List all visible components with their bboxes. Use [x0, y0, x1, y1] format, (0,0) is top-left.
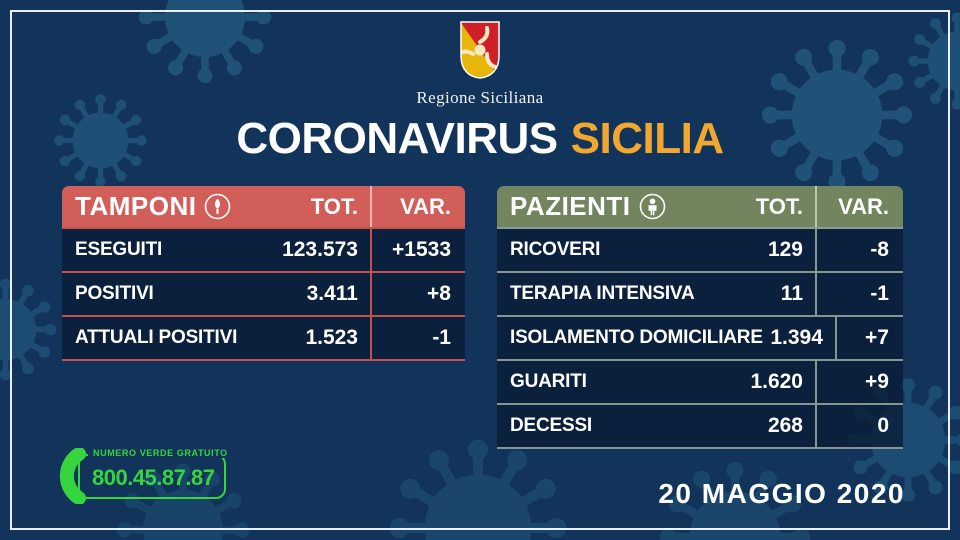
row-label: TERAPIA INTENSIVA — [510, 283, 695, 304]
report-date: 20 MAGGIO 2020 — [658, 478, 905, 509]
row-variation: +1533 — [370, 229, 465, 271]
page-title: CORONAVIRUS SICILIA — [0, 114, 960, 164]
row-label: ISOLAMENTO DOMICILIARE — [510, 327, 763, 348]
swab-icon — [204, 193, 231, 220]
row-variation: -1 — [815, 273, 903, 315]
row-variation: +9 — [815, 361, 903, 403]
table-row: POSITIVI 3.411 +8 — [62, 273, 465, 317]
row-total: 129 — [767, 238, 803, 261]
row-label: RICOVERI — [510, 239, 601, 260]
table-row: RICOVERI 129 -8 — [497, 229, 903, 273]
table-row: DECESSI 268 0 — [497, 405, 903, 449]
row-variation: -1 — [370, 317, 465, 359]
row-total: 11 — [780, 282, 803, 305]
tamponi-table: TAMPONI TOT. VAR. ESEGUITI 123.573 +1533… — [62, 186, 465, 361]
virus-icon — [0, 272, 63, 387]
tamponi-col-var: VAR. — [370, 186, 465, 227]
table-row: TERAPIA INTENSIVA 11 -1 — [497, 273, 903, 317]
region-name: Regione Siciliana — [416, 88, 544, 107]
tamponi-rows: ESEGUITI 123.573 +1533 POSITIVI 3.411 +8… — [62, 227, 465, 361]
row-variation: +8 — [370, 273, 465, 315]
row-total: 3.411 — [306, 282, 358, 305]
table-row: GUARITI 1.620 +9 — [497, 361, 903, 405]
pazienti-table-header: PAZIENTI TOT. VAR. — [497, 186, 903, 227]
row-total: 1.394 — [770, 326, 823, 349]
row-total: 1.523 — [305, 326, 358, 349]
hotline-label: NUMERO VERDE GRATUITO — [88, 447, 233, 458]
row-label: DECESSI — [510, 415, 593, 436]
row-label: ESEGUITI — [75, 239, 163, 260]
tamponi-table-header: TAMPONI TOT. VAR. — [62, 186, 465, 227]
phone-icon — [59, 448, 86, 504]
hotline-number-box: NUMERO VERDE GRATUITO 800.45.87.87 — [78, 447, 233, 499]
patient-icon — [639, 193, 666, 220]
pazienti-table: PAZIENTI TOT. VAR. RICOVERI 129 -8 TERAP… — [497, 186, 903, 449]
row-label: GUARITI — [510, 371, 587, 392]
pazienti-col-tot: TOT. — [755, 193, 803, 219]
table-row: ATTUALI POSITIVI 1.523 -1 — [62, 317, 465, 361]
trinacria-shield-logo — [460, 21, 500, 79]
pazienti-col-var: VAR. — [815, 186, 903, 227]
hotline-block: NUMERO VERDE GRATUITO 800.45.87.87 — [56, 447, 233, 504]
page-title-main: CORONAVIRUS — [236, 114, 558, 163]
row-label: ATTUALI POSITIVI — [75, 327, 238, 348]
hotline-number: 800.45.87.87 — [92, 464, 215, 490]
region-logo: Regione Siciliana — [0, 20, 960, 108]
row-total: 268 — [767, 414, 803, 437]
row-variation: 0 — [815, 405, 903, 447]
tamponi-table-title: TAMPONI — [75, 191, 197, 221]
row-total: 1.620 — [750, 370, 803, 393]
table-row: ISOLAMENTO DOMICILIARE 1.394 +7 — [497, 317, 903, 361]
page-title-highlight: SICILIA — [570, 114, 724, 163]
row-total: 123.573 — [282, 238, 358, 261]
tamponi-col-tot: TOT. — [310, 193, 358, 219]
row-variation: +7 — [834, 317, 903, 359]
pazienti-rows: RICOVERI 129 -8 TERAPIA INTENSIVA 11 -1 … — [497, 227, 903, 449]
row-label: POSITIVI — [75, 283, 154, 304]
table-row: ESEGUITI 123.573 +1533 — [62, 229, 465, 273]
pazienti-table-title: PAZIENTI — [510, 191, 631, 221]
row-variation: -8 — [815, 229, 903, 271]
